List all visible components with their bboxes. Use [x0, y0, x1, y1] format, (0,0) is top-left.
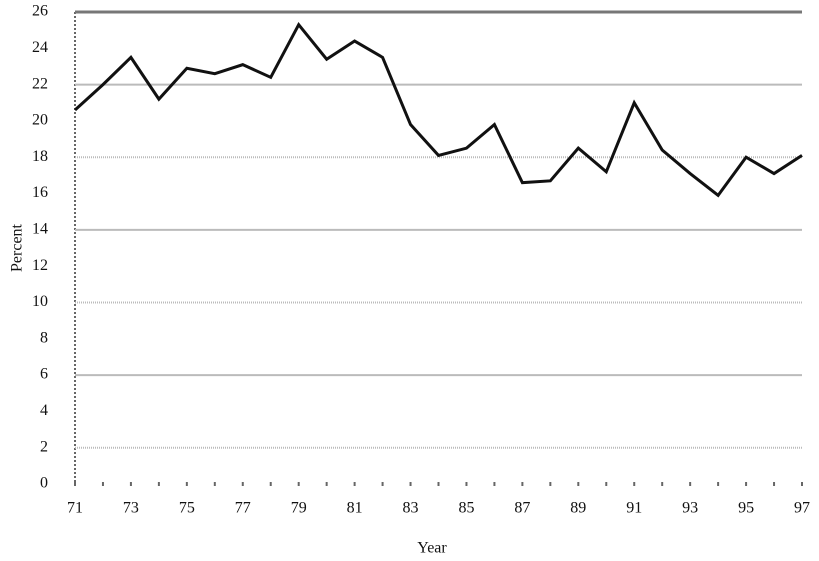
y-tick-label: 24: [32, 39, 48, 56]
y-tick-label: 10: [32, 293, 48, 310]
x-tick-label: 83: [403, 500, 419, 517]
y-axis-label: Percent: [9, 223, 26, 272]
y-tick-label: 18: [32, 148, 48, 165]
y-tick-label: 12: [32, 257, 48, 274]
x-tick-label: 81: [347, 500, 363, 517]
y-tick-label: 20: [32, 112, 48, 129]
y-tick-label: 0: [40, 475, 48, 492]
y-tick-label: 6: [40, 366, 48, 383]
x-tick-label: 85: [458, 500, 474, 517]
y-tick-label: 16: [32, 184, 48, 201]
x-tick-label: 93: [682, 500, 698, 517]
x-tick-label: 73: [123, 500, 139, 517]
y-tick-label: 14: [32, 221, 48, 238]
y-tick-label: 4: [40, 402, 48, 419]
x-tick-label: 75: [179, 500, 195, 517]
x-tick-label: 77: [235, 500, 251, 517]
y-tick-label: 8: [40, 329, 48, 346]
x-tick-label: 97: [794, 500, 810, 517]
y-tick-label: 22: [32, 75, 48, 92]
y-tick-label: 2: [40, 438, 48, 455]
x-tick-label: 71: [67, 500, 83, 517]
x-tick-label: 87: [514, 500, 530, 517]
y-tick-label: 26: [32, 3, 48, 20]
data-line: [73, 22, 803, 198]
x-tick-label: 95: [738, 500, 754, 517]
x-tick-label: 79: [291, 500, 307, 517]
x-tick-label: 91: [626, 500, 642, 517]
x-tick-label: 89: [570, 500, 586, 517]
x-axis-label: Year: [417, 540, 447, 557]
